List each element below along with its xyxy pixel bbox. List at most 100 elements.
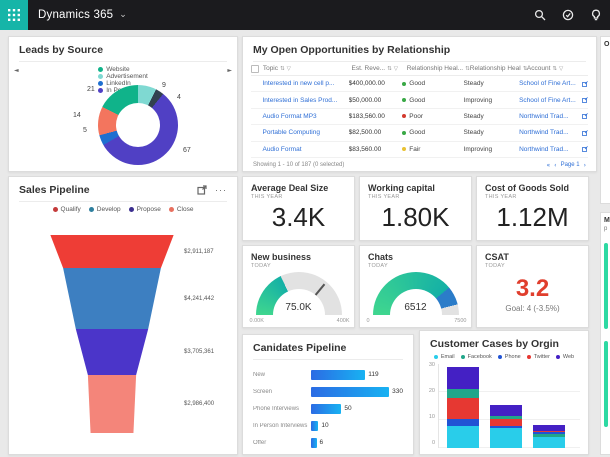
- filter-icon[interactable]: ▽: [286, 65, 291, 72]
- cases-legend: Email Facebook Phone Twitter Web: [420, 352, 588, 362]
- filter-icon[interactable]: ▽: [393, 65, 398, 72]
- right-partial-card-top: O: [600, 36, 610, 204]
- sort-icon[interactable]: ⇅: [280, 65, 285, 72]
- legend-item: Twitter: [526, 354, 550, 360]
- account-link[interactable]: Northwind Trad...: [519, 112, 569, 120]
- csat-value: 3.2: [515, 275, 550, 302]
- first-page-icon[interactable]: «: [546, 161, 551, 169]
- app-title[interactable]: Dynamics 365: [38, 9, 114, 21]
- legend-dot: [168, 207, 174, 212]
- legend-label: Email: [440, 354, 455, 360]
- legend-label: LinkedIn: [106, 80, 131, 87]
- y-axis-tick: 0: [431, 440, 435, 446]
- row-popout-icon[interactable]: [578, 97, 588, 103]
- candidates-bar-row: Offer 6: [253, 434, 403, 451]
- legend-label: Close: [176, 206, 194, 213]
- stacked-bar: [490, 404, 522, 448]
- sort-icon[interactable]: ⇅: [552, 65, 558, 72]
- kpi-title: Working capital: [368, 183, 435, 193]
- right-partial-card-bottom: M p: [600, 212, 610, 455]
- gauge-max-label: 7500: [454, 318, 467, 324]
- more-options-icon[interactable]: ···: [215, 185, 227, 195]
- legend-item: Qualify: [52, 206, 81, 213]
- column-header[interactable]: Topic ⇅ ▽: [262, 65, 291, 72]
- circle-check-icon: [562, 9, 574, 21]
- bar: [311, 386, 390, 397]
- row-popout-icon[interactable]: [578, 113, 588, 120]
- partial-card-subtitle: p: [604, 226, 608, 232]
- y-axis-tick: 30: [428, 362, 435, 368]
- topic-link[interactable]: Interested in Sales Prod...: [262, 96, 338, 104]
- row-popout-icon[interactable]: [578, 80, 588, 87]
- stack-segment-twitter: [533, 430, 565, 433]
- pager: « ‹ Page 1 ›: [546, 162, 586, 169]
- table-footer: Showing 1 - 10 of 187 (0 selected) « ‹ P…: [243, 158, 596, 171]
- health-dot: [402, 81, 407, 86]
- kpi-card: Average Deal Size THIS YEAR 3.4K: [242, 176, 355, 241]
- est-revenue-cell: $50,000.00: [348, 96, 382, 104]
- est-revenue-cell: $83,560.00: [348, 145, 382, 153]
- gauge-period: TODAY: [368, 263, 388, 269]
- legend-label: Qualify: [60, 206, 81, 213]
- account-link[interactable]: Northwind Trad...: [519, 129, 569, 137]
- legend-label: Phone: [504, 354, 521, 360]
- popout-icon[interactable]: [197, 185, 207, 195]
- topic-link[interactable]: Portable Computing: [262, 129, 320, 137]
- search-button[interactable]: [526, 0, 554, 30]
- previous-page-icon[interactable]: ‹: [554, 161, 557, 169]
- tasks-check-button[interactable]: [554, 0, 582, 30]
- candidates-pipeline-card: Canidates Pipeline New 119 Screen 330: [242, 334, 414, 455]
- kpi-card: Cost of Goods Sold THIS YEAR 1.12M: [476, 176, 589, 241]
- column-header[interactable]: Est. Reve... ⇅ ▽: [351, 65, 398, 72]
- sort-icon[interactable]: ⇅: [522, 65, 527, 72]
- csat-title: CSAT: [485, 252, 509, 262]
- legend-scroll-right-icon[interactable]: ►: [227, 67, 232, 74]
- funnel-stage: $2,986,400: [45, 375, 214, 433]
- next-page-icon[interactable]: ›: [583, 161, 586, 169]
- y-axis: 30 20 10 0: [426, 362, 438, 448]
- sort-icon[interactable]: ⇅: [465, 65, 470, 72]
- account-link[interactable]: School of Fine Art...: [519, 80, 576, 88]
- legend-label: Twitter: [533, 354, 550, 360]
- topic-link[interactable]: Audio Format MP3: [262, 112, 317, 120]
- csat-period: TODAY: [485, 263, 505, 269]
- topic-link[interactable]: Interested in new cell p...: [262, 80, 335, 88]
- column-header[interactable]: Account ⇅ ▽: [526, 65, 564, 72]
- lightbulb-button[interactable]: [582, 0, 610, 30]
- est-revenue-cell: $82,500.00: [348, 129, 382, 137]
- account-link[interactable]: Northwind Trad...: [519, 145, 569, 153]
- table-row[interactable]: Audio Format MP3 $183,560.00 Poor Steady…: [251, 109, 588, 126]
- row-popout-icon[interactable]: [578, 129, 588, 136]
- table-row[interactable]: Interested in new cell p... $400,000.00 …: [251, 76, 588, 93]
- kpi-period: THIS YEAR: [368, 194, 400, 200]
- account-link[interactable]: School of Fine Art...: [519, 96, 576, 104]
- kpi-title: Cost of Goods Sold: [485, 183, 569, 193]
- app-launcher-button[interactable]: [0, 0, 28, 30]
- row-popout-icon[interactable]: [578, 146, 588, 153]
- partial-card-title: M: [604, 217, 610, 224]
- table-row[interactable]: Interested in Sales Prod... $50,000.00 G…: [251, 92, 588, 109]
- bar-category-label: Offer: [253, 439, 267, 446]
- topic-link[interactable]: Audio Format: [262, 145, 302, 153]
- legend-scroll-left-icon[interactable]: ◄: [14, 67, 19, 74]
- legend-item: LinkedIn: [98, 80, 148, 87]
- chevron-down-icon[interactable]: ⌄: [119, 10, 127, 20]
- table-row[interactable]: Audio Format $83,560.00 Fair Improving N…: [251, 142, 588, 158]
- kpi-period: THIS YEAR: [485, 194, 517, 200]
- legend-dot: [98, 74, 104, 79]
- legend-dot: [497, 355, 502, 359]
- column-header[interactable]: Relationship Heal ⇅ ▽: [469, 65, 527, 72]
- stack-segment-web: [490, 404, 522, 416]
- donut-value-label: 14: [73, 112, 81, 119]
- candidates-bar-row: New 119: [253, 366, 403, 383]
- sort-icon[interactable]: ⇅: [387, 65, 392, 72]
- stacked-bar: [447, 366, 479, 448]
- relationship-trend-cell: Steady: [463, 80, 484, 88]
- filter-icon[interactable]: ▽: [559, 65, 564, 72]
- legend-label: Website: [106, 66, 130, 73]
- stack-segment-email: [490, 428, 522, 448]
- table-row[interactable]: Portable Computing $82,500.00 Good Stead…: [251, 125, 588, 142]
- column-header[interactable]: Relationship Heal... ⇅ ▽: [406, 65, 470, 72]
- select-all-checkbox[interactable]: [251, 64, 263, 73]
- cases-card-title: Customer Cases by Orgin: [430, 338, 559, 350]
